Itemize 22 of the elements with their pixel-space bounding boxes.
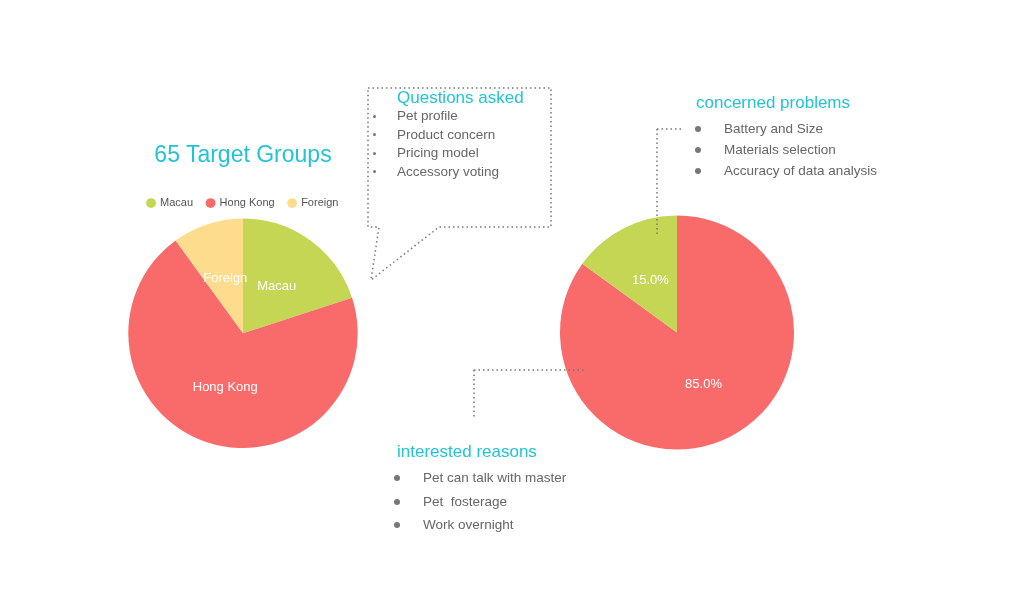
- text: interested reasons: [397, 442, 537, 462]
- text: Product concern: [397, 126, 496, 142]
- text: Accessory voting: [397, 163, 500, 179]
- text: Questions asked: [397, 88, 524, 108]
- text: Pet profile: [397, 108, 458, 123]
- text: Accuracy of data analysis: [724, 163, 878, 178]
- data-label: 85.0%: [685, 376, 723, 392]
- slice-label: Foreign: [203, 270, 248, 286]
- data-label: 15.0%: [632, 271, 670, 287]
- text: Materials selection: [724, 142, 836, 157]
- chart-title: 65 Target Groups: [154, 141, 332, 168]
- legend-label: Macau: [160, 196, 194, 209]
- legend-label: Hong Kong: [219, 196, 275, 209]
- text: concerned problems: [696, 93, 851, 113]
- text: Pet can talk with master: [423, 470, 567, 485]
- legend-label: Foreign: [301, 196, 339, 209]
- slice-label: Macau: [257, 278, 297, 294]
- text: Pet fosterage: [423, 493, 508, 509]
- slice-label: Hong Kong: [192, 379, 258, 395]
- text: Battery and Size: [724, 121, 824, 136]
- text: Work overnight: [423, 517, 514, 532]
- text: Pricing model: [397, 145, 479, 160]
